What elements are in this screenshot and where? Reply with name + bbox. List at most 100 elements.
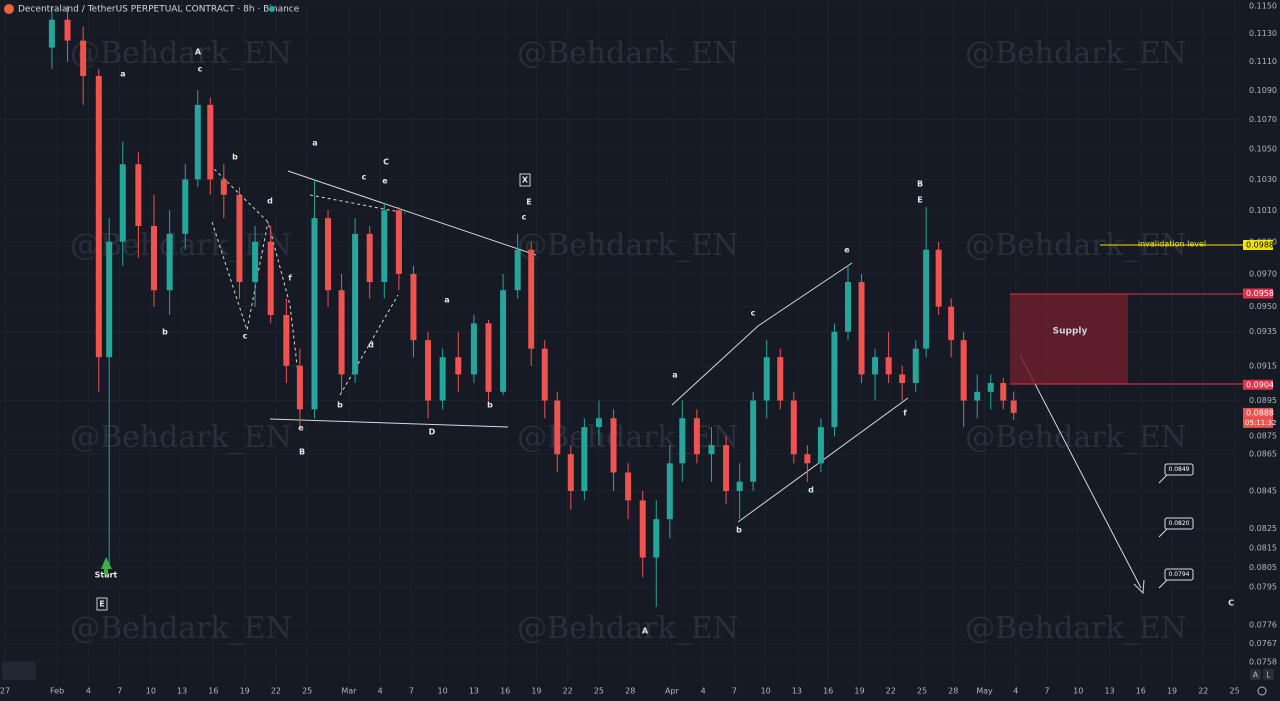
candle-body [858,282,865,375]
candle-body [182,179,189,234]
wave-label: c [198,65,203,74]
countdown: 05:11:32 [1245,419,1276,427]
wave-label: d [267,197,273,206]
chart-title: Decentraland / TetherUS PERPETUAL CONTRA… [18,5,300,15]
candle-body [220,179,227,195]
channel-line [671,262,853,406]
candle-body [485,323,492,392]
candle-body [625,472,632,501]
wave-label: A [195,48,202,57]
candle-body [151,225,158,291]
y-tick-label: 0.0875 [1249,432,1277,441]
x-tick-label: 7 [409,687,414,696]
trendline [269,418,509,428]
price-label-box [1243,239,1273,250]
price-label: 0.0958 [1246,289,1274,298]
x-tick-label: 25 [917,687,927,696]
candle-body [790,400,797,455]
x-tick-label: 19 [531,687,541,696]
x-tick-label: Mar [341,687,357,696]
target-pointer [1158,528,1168,538]
x-tick-label: 4 [1013,687,1018,696]
price-label-box [1243,288,1273,299]
candle-body [207,104,214,180]
candle-body [581,427,588,492]
candle-body [252,241,259,283]
watermark: @Behdark_EN [965,611,1187,646]
candle-body [804,454,811,464]
wave-label: A [642,627,649,636]
candle-body [80,40,87,76]
candle-body [325,218,332,291]
x-tick-label: 25 [302,687,312,696]
supply-label: Supply [1053,327,1088,337]
settings-button[interactable] [1257,686,1267,696]
projection-arrow [1019,354,1142,589]
candle-body [736,481,743,492]
status-dot [269,6,275,12]
candle-body [135,164,142,226]
x-tick-label: 16 [823,687,833,696]
x-tick-label: 22 [886,687,896,696]
candle-body [470,323,477,375]
x-tick-label: 19 [240,687,250,696]
axis-button[interactable] [1250,669,1261,680]
y-tick-label: 0.0758 [1249,658,1277,667]
x-tick-label: Feb [50,687,64,696]
axis-button[interactable] [1263,669,1274,680]
target-box [1164,463,1194,476]
x-tick-label: May [976,687,993,696]
y-tick-label: 0.0895 [1249,396,1277,405]
candle-body [166,233,173,291]
y-tick-label: 0.1150 [1249,2,1277,11]
y-tick-label: 0.0805 [1249,563,1277,572]
dashed-line [211,221,269,332]
toolbar[interactable] [2,662,36,680]
dashed-line [339,294,399,396]
y-tick-label: 0.0767 [1249,639,1277,648]
candle-body [777,357,784,401]
wave-label: C [1228,599,1234,608]
trendline [287,170,537,256]
wave-label: X [522,176,529,185]
wave-label: e [298,424,304,433]
candle-body [595,418,602,428]
price-axis [1243,0,1280,701]
y-tick-label: 0.1130 [1249,29,1277,38]
wave-box [519,173,531,187]
wave-label: e [844,246,850,255]
y-tick-label: 0.0776 [1249,621,1277,630]
candle-body [948,306,955,341]
candle-body [987,383,994,392]
x-tick-label: 28 [948,687,958,696]
candle-body [352,233,359,375]
arrow-head [1133,579,1145,595]
wave-label: d [808,486,814,495]
candle-body [410,273,417,341]
x-tick-label: 7 [732,687,737,696]
x-tick-label: 13 [792,687,802,696]
watermark: @Behdark_EN [517,36,739,71]
price-label: 0.0888 [1246,408,1274,417]
watermark: @Behdark_EN [965,420,1187,455]
wave-label: a [312,139,317,148]
x-tick-label: 13 [177,687,187,696]
target-pointer [1158,579,1168,589]
watermark: @Behdark_EN [70,420,292,455]
axis-button-label[interactable]: A [1253,671,1259,680]
y-tick-label: 0.0845 [1249,487,1277,496]
x-tick-label: 16 [500,687,510,696]
y-tick-label: 0.0865 [1249,450,1277,459]
axis-button-label[interactable]: L [1266,671,1271,680]
drawings [209,164,1243,595]
candle-body [653,519,660,558]
target-box [1164,568,1194,581]
x-tick-label: 10 [761,687,771,696]
y-tick-label: 0.0825 [1249,524,1277,533]
candle-body [455,357,462,375]
x-tick-label: 16 [1136,687,1146,696]
y-tick-label: 0.1050 [1249,145,1277,154]
candle-body [872,357,879,375]
